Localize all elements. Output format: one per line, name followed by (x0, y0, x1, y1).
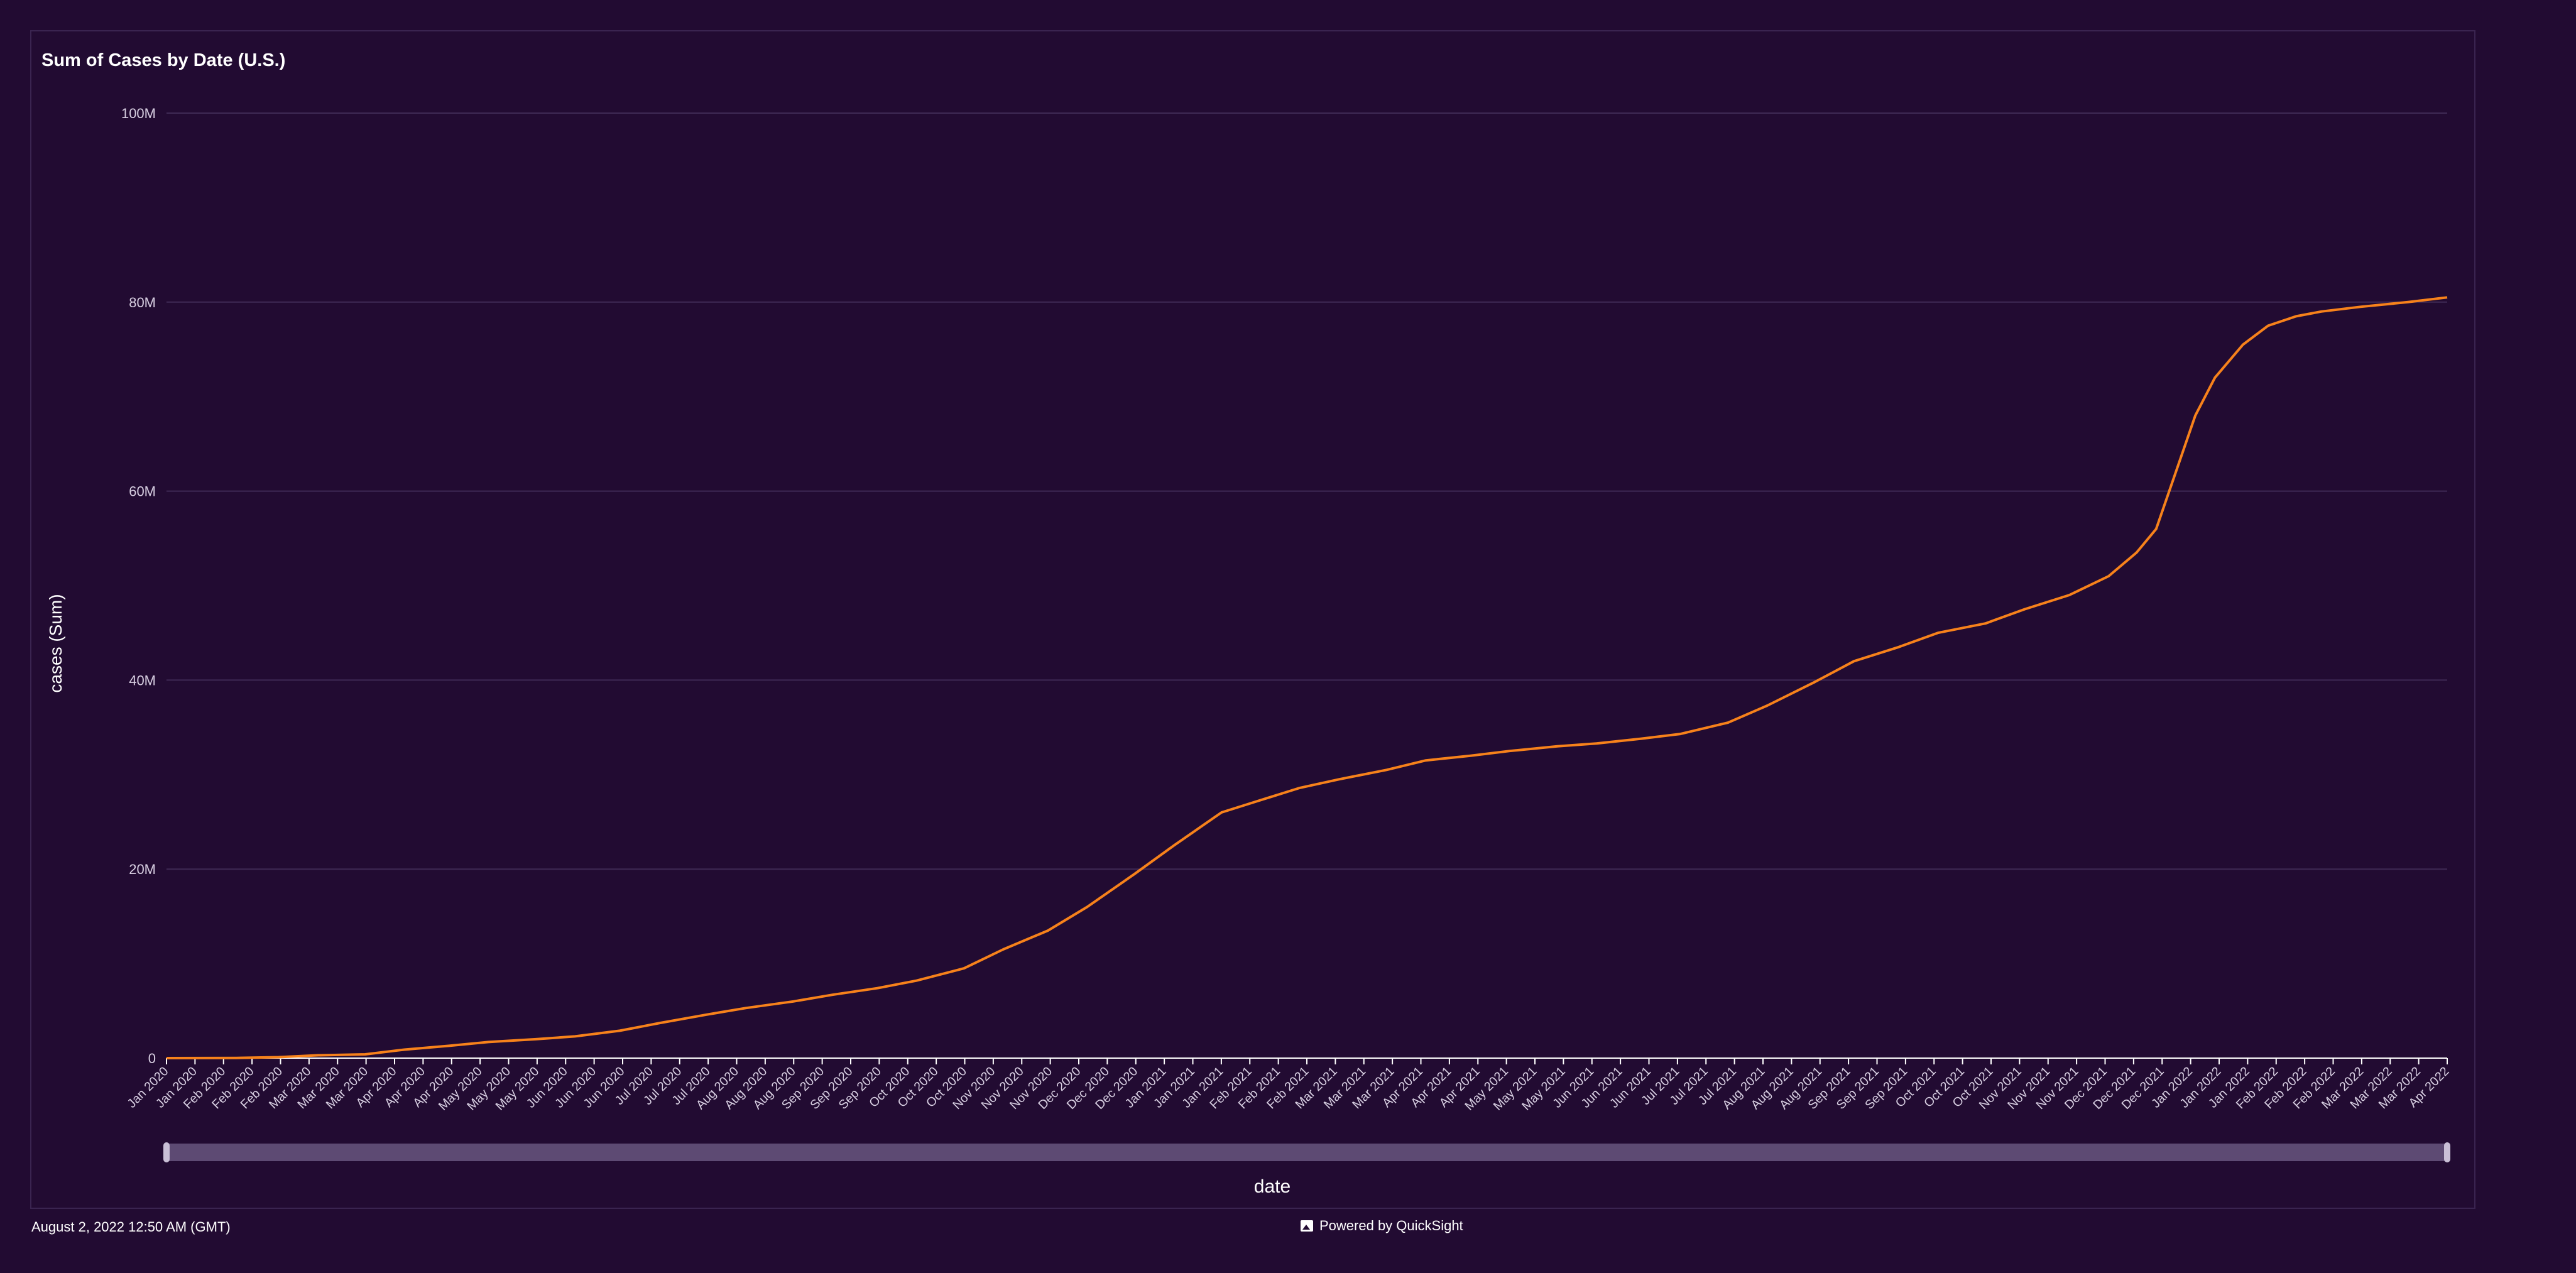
slider-handle-left[interactable] (163, 1142, 170, 1162)
chart-panel (30, 30, 2475, 1209)
y-tick-label: 80M (129, 295, 156, 310)
y-tick-label: 40M (129, 672, 156, 688)
slider-track[interactable] (166, 1144, 2447, 1161)
y-tick-label: 60M (129, 484, 156, 500)
gridlines (166, 112, 2447, 870)
powered-by-link[interactable]: Powered by QuickSight (1301, 1218, 1463, 1234)
y-axis-label: cases (Sum) (46, 594, 65, 692)
y-tick-label: 20M (129, 861, 156, 877)
powered-by-label: Powered by QuickSight (1319, 1218, 1463, 1233)
x-axis-label: date (1254, 1176, 1291, 1197)
footer-timestamp: August 2, 2022 12:50 AM (GMT) (31, 1219, 231, 1235)
date-range-slider[interactable] (163, 1142, 2450, 1162)
series-line-cases[interactable] (166, 296, 2448, 1059)
y-tick-label: 0 (148, 1051, 156, 1066)
slider-handle-right[interactable] (2444, 1142, 2450, 1162)
chart-title: Sum of Cases by Date (U.S.) (41, 50, 286, 70)
image-icon (1301, 1220, 1313, 1232)
y-axis-ticks: 0 20M 40M 60M 80M 100M (121, 106, 156, 1066)
y-tick-label: 100M (121, 106, 156, 121)
